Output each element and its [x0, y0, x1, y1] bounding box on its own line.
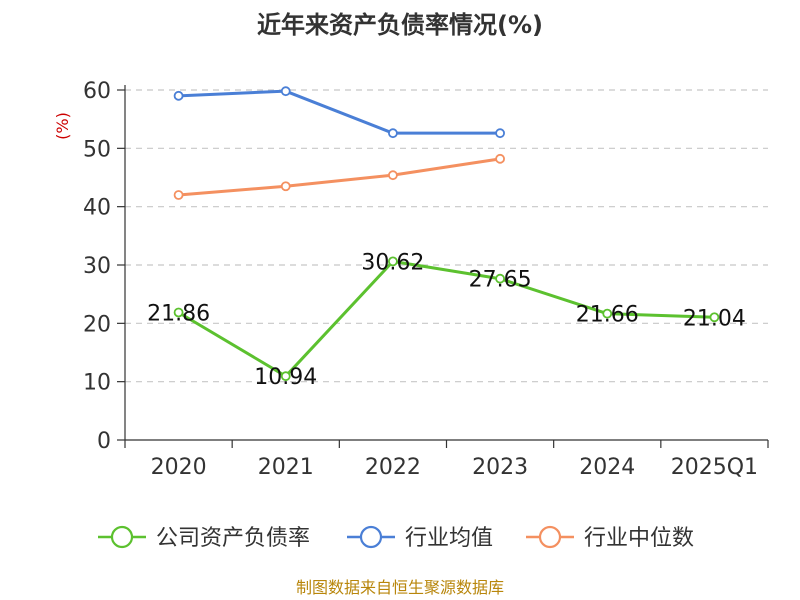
series-layer — [173, 86, 720, 382]
data-point — [388, 170, 398, 181]
data-label: 21.66 — [576, 303, 639, 328]
data-point — [602, 308, 613, 319]
data-label: 21.86 — [147, 301, 210, 326]
data-label: 27.65 — [469, 268, 532, 293]
x-tick-label: 2022 — [365, 455, 421, 480]
data-point — [173, 190, 184, 200]
series-line — [177, 259, 715, 378]
legend-item[interactable]: 行业均值 — [347, 525, 493, 551]
chart-title: 近年来资产负债率情况(%) — [257, 11, 543, 39]
data-point — [495, 273, 505, 284]
legend-label: 行业均值 — [405, 526, 493, 551]
legend-item[interactable]: 行业中位数 — [526, 525, 694, 551]
source-note: 制图数据来自恒生聚源数据库 — [296, 578, 504, 597]
legend-swatch-marker — [359, 525, 383, 549]
legend-swatch-marker — [110, 525, 134, 549]
x-tick-label: 2021 — [258, 455, 314, 480]
y-tick-label: 30 — [83, 254, 111, 279]
x-tick-label: 2025Q1 — [671, 455, 758, 480]
data-point — [280, 371, 291, 382]
data-point — [280, 86, 291, 97]
legend-swatch-marker — [538, 525, 562, 549]
y-tick-label: 60 — [83, 79, 111, 104]
data-point — [495, 128, 505, 139]
series-line — [178, 157, 501, 197]
data-label: 21.04 — [683, 306, 746, 331]
grid — [125, 89, 768, 383]
data-point — [709, 312, 720, 323]
x-tick-label: 2024 — [579, 455, 635, 480]
data-point — [388, 256, 398, 267]
y-tick-label: 40 — [83, 196, 111, 221]
data-point — [280, 181, 291, 192]
y-tick-label: 10 — [83, 371, 111, 396]
legend[interactable]: 公司资产负债率 行业均值 行业中位数 — [98, 525, 694, 551]
data-point — [173, 307, 184, 318]
data-label: 10.94 — [254, 365, 317, 390]
data-label: 30.62 — [361, 250, 424, 275]
y-axis-label: (%) — [53, 112, 72, 140]
legend-label: 公司资产负债率 — [156, 526, 310, 551]
x-tick-label: 2023 — [472, 455, 528, 480]
x-tick-label: 2020 — [151, 455, 207, 480]
y-tick-label: 0 — [97, 429, 111, 454]
data-point — [173, 90, 184, 101]
axes: 0 10 20 30 40 50 60 2020 2021 2022 2023 2024 2025Q1 — [83, 79, 769, 480]
data-point — [388, 128, 398, 139]
y-tick-label: 50 — [83, 137, 111, 162]
y-tick-label: 20 — [83, 312, 111, 337]
legend-label: 行业中位数 — [584, 526, 694, 551]
data-labels: 21.86 10.94 30.62 27.65 21.66 21.04 — [147, 250, 746, 390]
legend-item[interactable]: 公司资产负债率 — [98, 525, 310, 551]
data-point — [495, 153, 505, 164]
series-line — [178, 89, 501, 135]
